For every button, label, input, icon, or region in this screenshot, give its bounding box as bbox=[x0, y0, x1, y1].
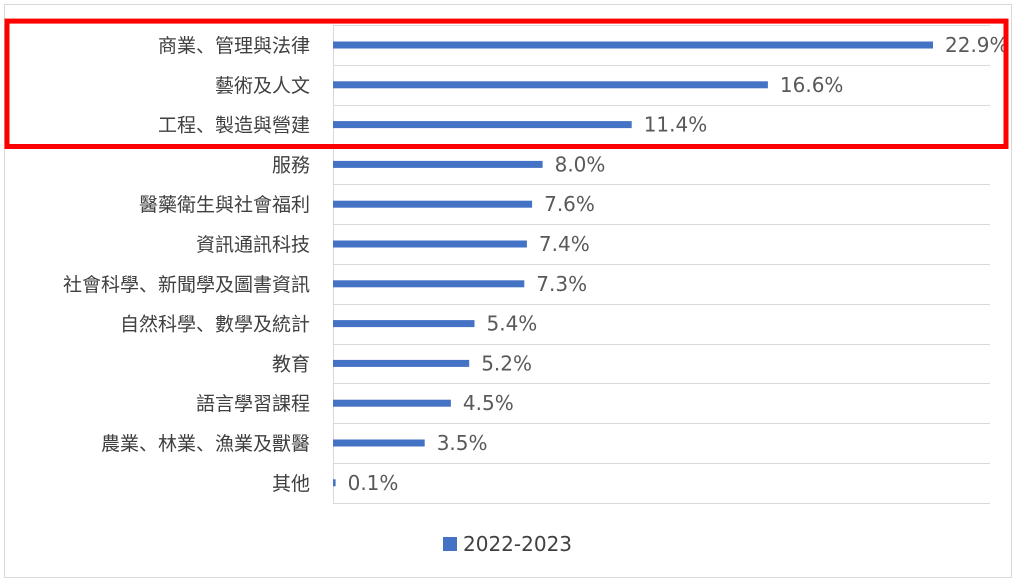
bar bbox=[333, 81, 768, 89]
bar bbox=[333, 479, 336, 487]
legend-swatch bbox=[443, 537, 457, 551]
legend-label: 2022-2023 bbox=[463, 532, 572, 556]
category-label: 社會科學、新聞學及圖書資訊 bbox=[63, 274, 310, 296]
data-label: 22.9% bbox=[945, 33, 1009, 57]
category-label: 教育 bbox=[272, 353, 310, 375]
category-label: 商業、管理與法律 bbox=[158, 35, 310, 57]
data-label: 4.5% bbox=[463, 391, 514, 415]
data-label: 16.6% bbox=[780, 73, 844, 97]
data-label: 7.3% bbox=[536, 272, 587, 296]
data-label: 8.0% bbox=[555, 152, 606, 176]
bar bbox=[333, 359, 470, 367]
data-label: 3.5% bbox=[437, 431, 488, 455]
bar bbox=[333, 439, 425, 447]
bar bbox=[333, 280, 525, 288]
category-label: 自然科學、數學及統計 bbox=[120, 314, 310, 336]
category-label: 語言學習課程 bbox=[196, 393, 310, 415]
highlight-box bbox=[4, 18, 1009, 150]
category-label: 服務 bbox=[272, 154, 310, 176]
bar bbox=[333, 320, 475, 328]
chart-frame bbox=[4, 4, 1012, 578]
category-label: 農業、林業、漁業及獸醫 bbox=[101, 433, 310, 455]
bar bbox=[333, 41, 933, 49]
category-label: 其他 bbox=[272, 473, 310, 495]
data-label: 0.1% bbox=[348, 471, 399, 495]
category-label: 醫藥衛生與社會福利 bbox=[139, 194, 310, 216]
bar bbox=[333, 240, 527, 248]
category-label: 資訊通訊科技 bbox=[196, 234, 310, 256]
bar bbox=[333, 399, 451, 407]
bar bbox=[333, 160, 543, 168]
data-label: 11.4% bbox=[644, 113, 708, 137]
category-label: 藝術及人文 bbox=[215, 75, 310, 97]
bar bbox=[333, 121, 632, 129]
bar bbox=[333, 200, 533, 208]
data-label: 7.6% bbox=[544, 192, 595, 216]
data-label: 7.4% bbox=[539, 232, 590, 256]
data-label: 5.4% bbox=[487, 312, 538, 336]
data-label: 5.2% bbox=[481, 351, 532, 375]
category-label: 工程、製造與營建 bbox=[158, 115, 310, 137]
